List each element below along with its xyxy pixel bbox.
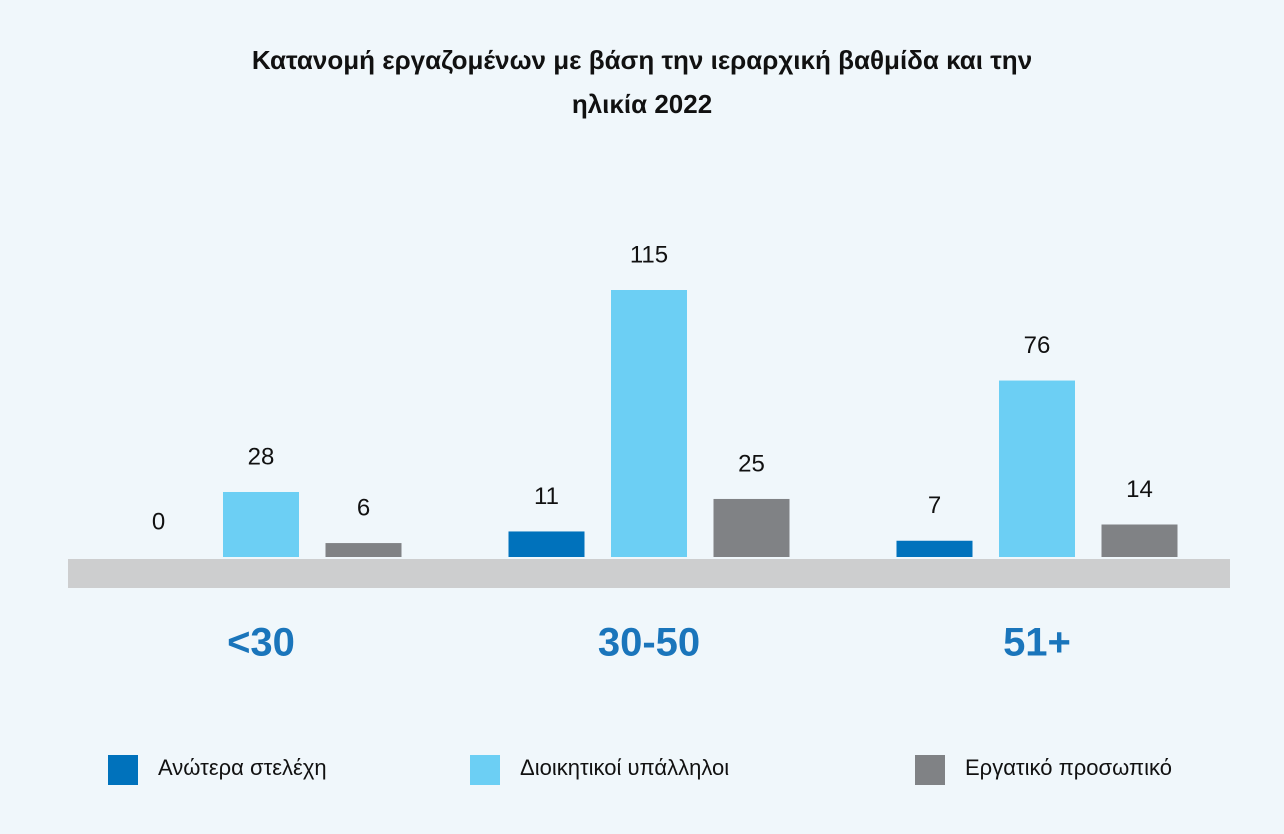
value-label: 115 xyxy=(630,241,668,268)
category-label: <30 xyxy=(227,621,295,665)
value-label: 11 xyxy=(534,483,559,510)
legend-swatch xyxy=(108,755,138,785)
value-label: 25 xyxy=(738,450,765,477)
baseline-band xyxy=(68,559,1230,588)
bar xyxy=(1101,524,1178,557)
value-label: 76 xyxy=(1024,332,1051,359)
value-label: 6 xyxy=(357,494,370,521)
chart-title: Κατανομή εργαζομένων με βάση την ιεραρχι… xyxy=(251,45,1033,119)
bar xyxy=(325,543,402,557)
value-label: 7 xyxy=(928,492,941,519)
bar xyxy=(508,531,585,557)
bar xyxy=(611,290,687,557)
legend-swatch xyxy=(915,755,945,785)
bar xyxy=(999,380,1075,557)
bar xyxy=(713,498,790,557)
value-label: 0 xyxy=(152,508,165,535)
category-label: 51+ xyxy=(1003,621,1071,665)
legend-swatch xyxy=(470,755,500,785)
category-label: 30-50 xyxy=(598,621,700,665)
legend-label: Διοικητικοί υπάλληλοι xyxy=(520,755,729,780)
value-label: 14 xyxy=(1126,476,1153,503)
legend-label: Ανώτερα στελέχη xyxy=(158,755,327,780)
value-label: 28 xyxy=(248,443,275,470)
bar xyxy=(896,540,973,557)
legend-label: Εργατικό προσωπικό xyxy=(965,755,1172,780)
bar xyxy=(223,491,299,557)
